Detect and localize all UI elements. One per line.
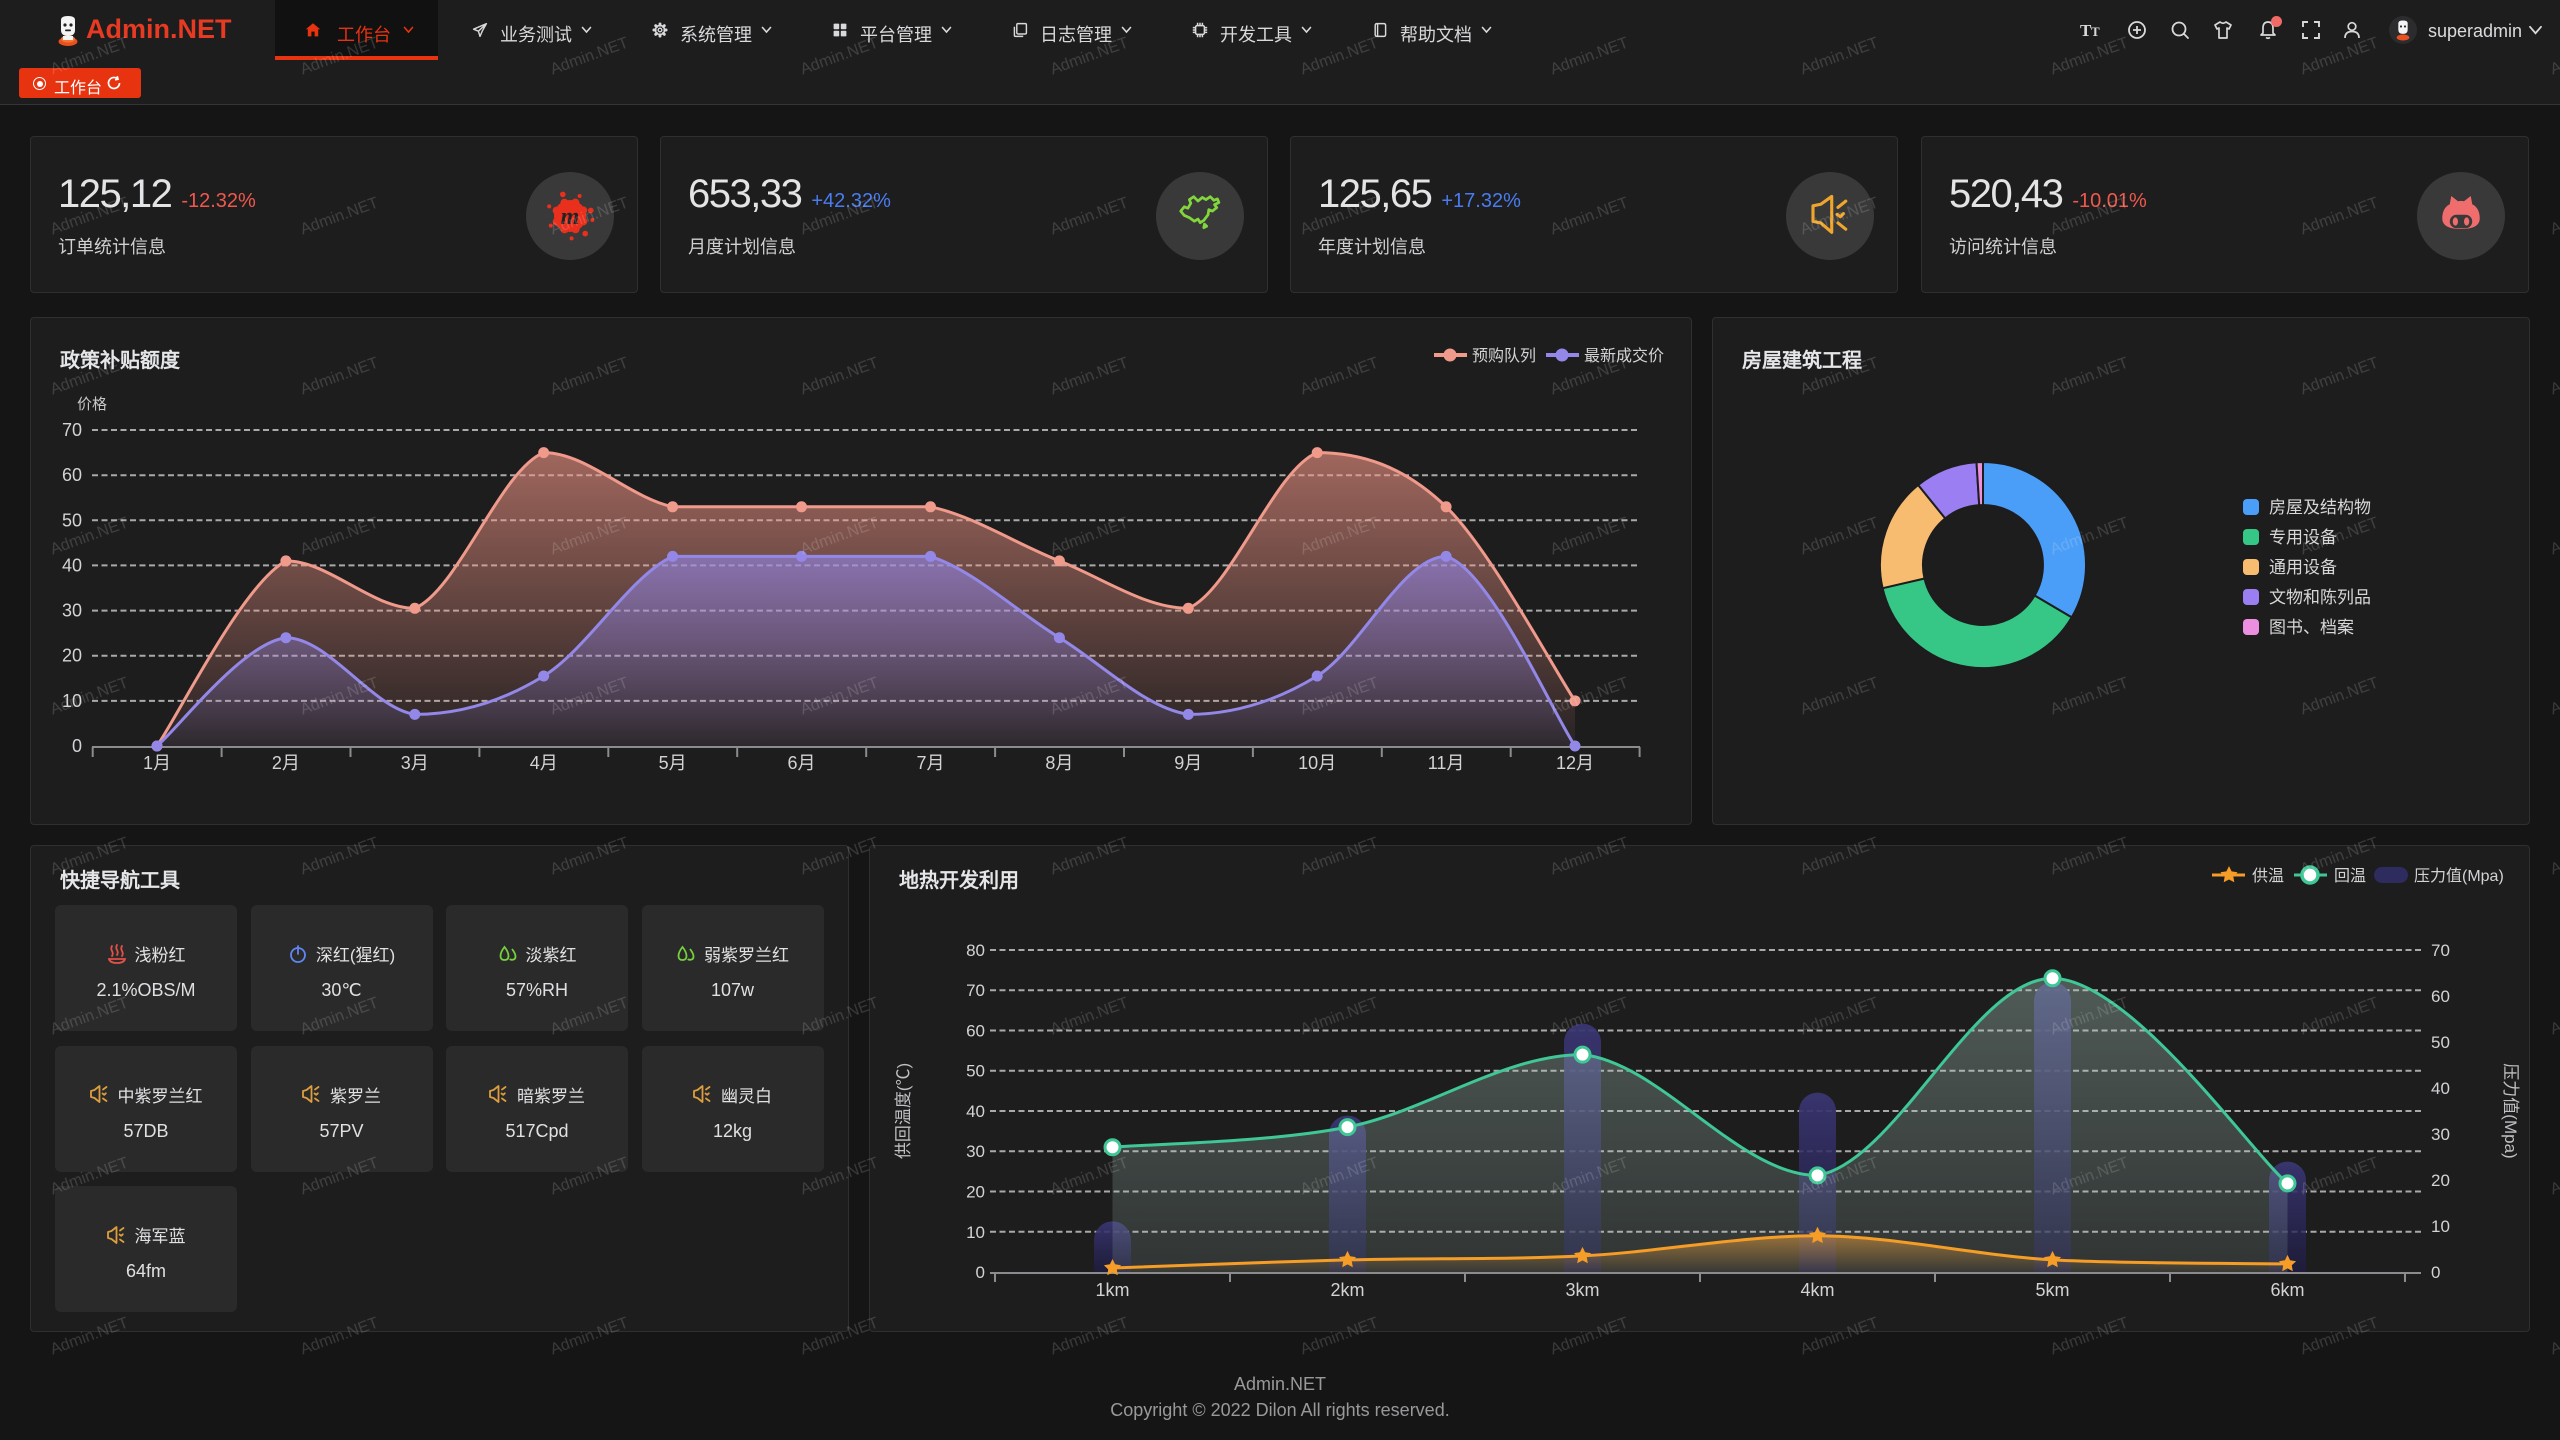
svg-text:T: T [2091, 24, 2100, 39]
svg-text:m: m [561, 204, 580, 230]
